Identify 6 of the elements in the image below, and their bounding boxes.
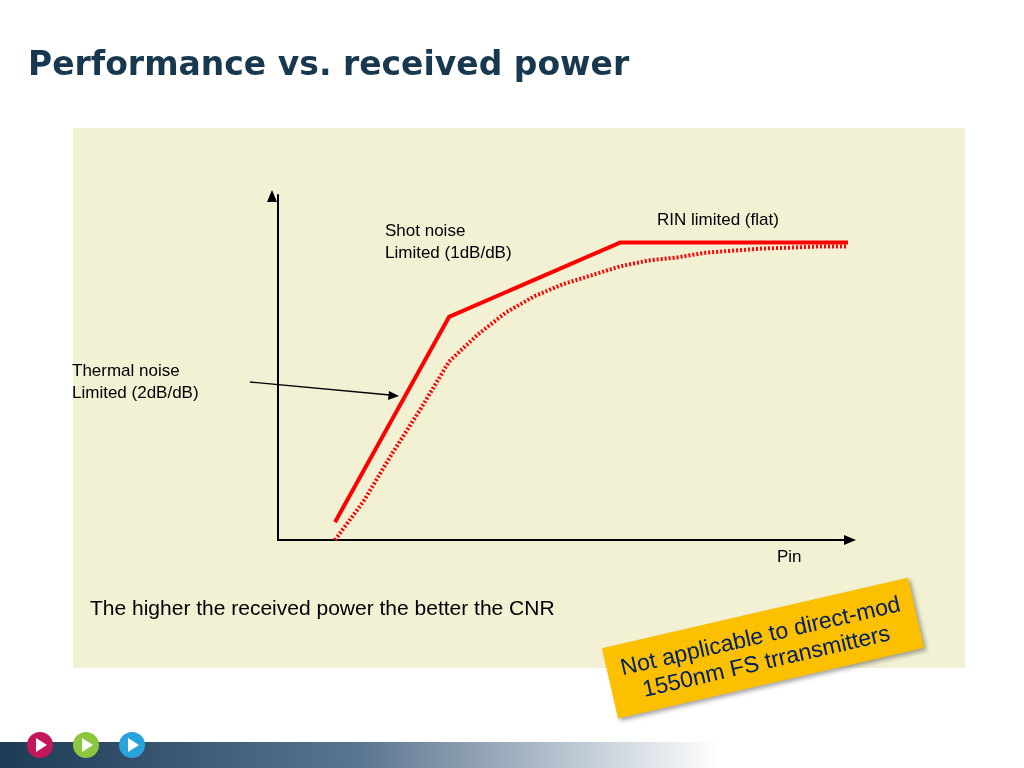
text: Thermal noise Limited (2dB/dB) <box>72 360 199 404</box>
text: RIN limited (flat) <box>657 209 779 231</box>
chart-title: Performance vs. received power <box>28 44 630 83</box>
x-axis-title: Pin <box>777 546 802 568</box>
annotation: Shot noise Limited (1dB/dB) <box>385 220 512 264</box>
text: The higher the received power the better the CNR <box>90 596 555 619</box>
